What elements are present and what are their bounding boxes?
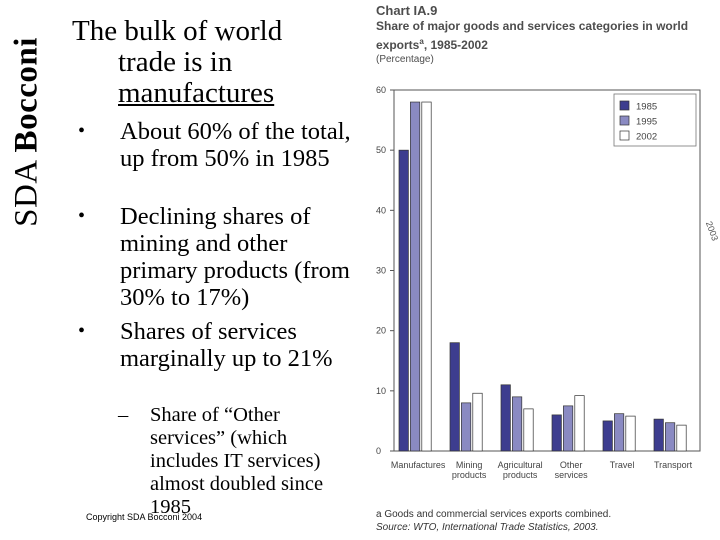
legend-label-1995: 1995: [636, 117, 657, 128]
chart-label: Chart IA.9: [376, 3, 438, 18]
bar-1985: [551, 414, 562, 452]
bar-1985: [398, 149, 409, 452]
x-category-label: products: [503, 470, 538, 480]
title-line-1: The bulk of world: [72, 15, 283, 47]
chart-source: Source: WTO, International Trade Statist…: [376, 522, 599, 533]
y-tick-label: 20: [376, 326, 386, 336]
title-line-3: manufactures: [118, 77, 275, 109]
bar-2002: [472, 392, 483, 452]
y-tick-label: 40: [376, 205, 386, 215]
brand-logo: SDA Bocconi: [9, 37, 46, 227]
y-tick-label: 10: [376, 386, 386, 396]
copyright-text: Copyright SDA Bocconi 2004: [86, 512, 203, 522]
bar-1985: [449, 342, 460, 452]
legend-swatch-2002: [619, 130, 630, 141]
edge-mark: 2003: [703, 219, 720, 243]
chart-title: Share of major goods and services catego…: [376, 19, 706, 53]
x-category-label: Agricultural: [498, 460, 543, 470]
brand-name-part1: SDA: [8, 152, 45, 227]
bar-1995: [512, 396, 523, 452]
bar-1985: [653, 418, 664, 452]
bar-2002: [574, 395, 585, 452]
bullet-marker: •: [78, 120, 86, 142]
bar-1985: [602, 420, 613, 452]
chart-footer: a Goods and commercial services exports …: [376, 508, 611, 534]
bar-2002: [625, 415, 636, 452]
bullet-text: Declining shares of mining and other pri…: [120, 203, 350, 311]
y-tick-label: 50: [376, 145, 386, 155]
legend-label-1985: 1985: [636, 102, 657, 113]
bar-1995: [410, 101, 421, 452]
bar-2002: [676, 424, 687, 452]
bullet-text: Shares of services marginally up to 21%: [120, 318, 333, 372]
bar-1995: [614, 413, 625, 452]
sub-bullet-marker: –: [118, 404, 129, 426]
bar-1995: [665, 422, 676, 452]
chart-title-main: Share of major goods and services catego…: [376, 19, 689, 52]
bar-1995: [461, 402, 472, 452]
sub-bullet-text: Share of “Other services” (which include…: [150, 404, 324, 518]
bar-2002: [523, 408, 534, 452]
slide-title: The bulk of world trade is in manufactur…: [72, 16, 362, 109]
bar-1995: [563, 405, 574, 452]
chart-footnote: a Goods and commercial services exports …: [376, 509, 612, 520]
x-category-label: Other: [560, 460, 583, 470]
legend-swatch-1995: [619, 115, 630, 126]
bullet-marker: •: [78, 205, 86, 227]
x-category-label: Travel: [610, 460, 635, 470]
legend-swatch-1985: [619, 100, 630, 111]
brand-bar: SDA Bocconi: [0, 0, 52, 540]
legend-label-2002: 2002: [636, 132, 657, 143]
chart-header: Chart IA.9 Share of major goods and serv…: [376, 3, 706, 67]
x-category-label: Mining: [456, 460, 483, 470]
x-category-label: Transport: [654, 460, 693, 470]
x-category-label: Manufactures: [391, 460, 446, 470]
y-tick-label: 60: [376, 85, 386, 95]
bullet-marker: •: [78, 320, 86, 342]
chart-title-years: , 1985-2002: [423, 38, 488, 52]
chart-title-superscript: a: [419, 37, 424, 46]
y-tick-label: 0: [376, 446, 381, 456]
title-line-2: trade is in: [118, 46, 233, 78]
x-category-label: services: [555, 470, 589, 480]
bar-1985: [500, 384, 511, 452]
brand-name-part2: Bocconi: [8, 37, 45, 153]
bullet-text: About 60% of the total, up from 50% in 1…: [120, 118, 351, 172]
chart-unit: (Percentage): [376, 54, 434, 65]
bar-2002: [421, 101, 432, 452]
x-category-label: products: [452, 470, 487, 480]
y-tick-label: 30: [376, 266, 386, 276]
